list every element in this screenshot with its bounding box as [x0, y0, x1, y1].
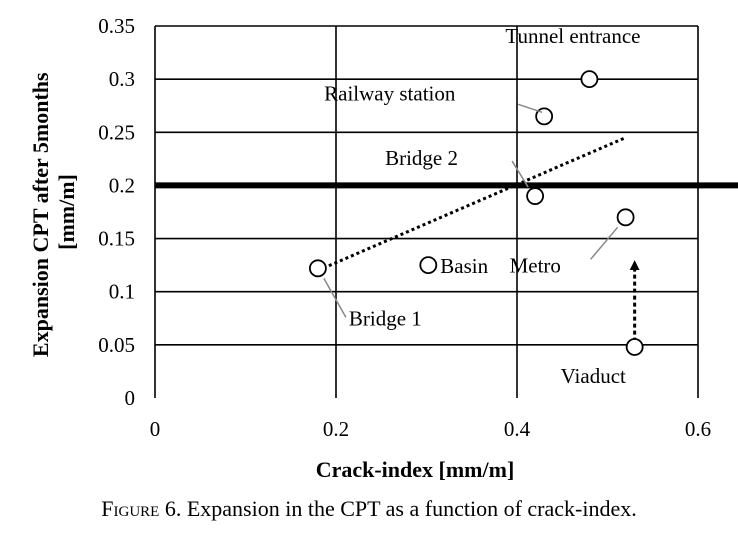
x-tick-label: 0.4	[504, 417, 531, 441]
data-label: Metro	[510, 253, 561, 277]
data-point	[419, 256, 438, 275]
data-point	[616, 208, 635, 227]
figure-caption: Figure 6. Expansion in the CPT as a func…	[0, 496, 738, 522]
label-leader-line	[323, 277, 347, 318]
data-label: Bridge 1	[349, 306, 422, 330]
reference-lines	[155, 136, 738, 342]
x-tick-label: 0.6	[685, 417, 711, 441]
data-label: Tunnel entrance	[505, 24, 640, 48]
axes: 0 0.05 0.1 0.15 0.2 0.25 0.3 0.35 0 0.2 0.4 0.6	[98, 14, 711, 441]
data-point	[526, 187, 544, 205]
y-tick-label: 0.05	[98, 333, 135, 357]
y-tick-label: 0.2	[109, 173, 135, 197]
figure-caption-prefix: Figure 6.	[101, 496, 182, 521]
y-tick-label: 0.15	[98, 227, 135, 251]
figure-caption-text: Expansion in the CPT as a function of cr…	[186, 496, 637, 521]
y-tick-label: 0.1	[109, 280, 135, 304]
y-axis-title-line-2: [mm/m]	[54, 174, 79, 250]
label-leader-line	[511, 160, 529, 188]
y-tick-label: 0.35	[98, 14, 135, 38]
y-tick-label: 0.3	[109, 67, 135, 91]
data-label: Railway station	[324, 81, 456, 105]
label-leader-line	[517, 103, 543, 114]
x-tick-label: 0.2	[323, 417, 349, 441]
label-leader-line	[590, 226, 619, 260]
data-point	[580, 70, 599, 89]
data-points	[308, 70, 644, 356]
x-axis-title: Crack-index [mm/m]	[316, 457, 515, 482]
y-tick-label: 0.25	[98, 120, 135, 144]
trend-line	[317, 136, 627, 272]
data-point	[308, 259, 327, 278]
data-label: Bridge 2	[385, 146, 458, 170]
data-label: Viaduct	[561, 364, 626, 388]
point-labels: Tunnel entrance Railway station Bridge 2 Me…	[323, 24, 641, 388]
y-axis-title-line-1: Expansion CPT after 5months	[28, 72, 53, 357]
scatter-chart: 0 0.05 0.1 0.15 0.2 0.25 0.3 0.35 0 0.2 0.4 0.6 Tun…	[28, 14, 738, 482]
y-axis-title: Expansion CPT after 5months [mm/m]	[28, 67, 79, 357]
y-tick-label: 0	[125, 386, 136, 410]
data-point	[625, 338, 644, 356]
data-label: Basin	[440, 254, 488, 278]
x-tick-label: 0	[150, 417, 161, 441]
